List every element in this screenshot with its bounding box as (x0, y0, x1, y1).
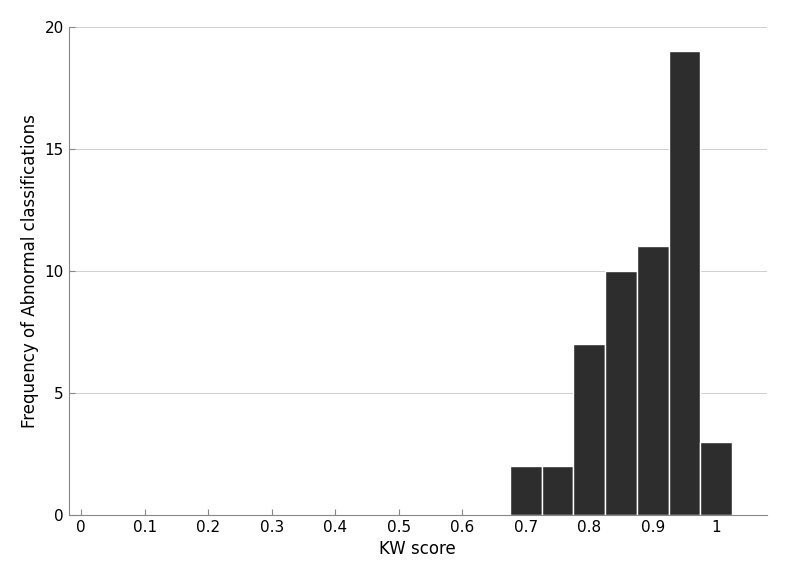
Bar (701, 442, 732, 515)
Bar (574, 344, 605, 515)
Bar (637, 247, 669, 515)
Y-axis label: Frequency of Abnormal classifications: Frequency of Abnormal classifications (20, 114, 39, 428)
Bar (541, 466, 574, 515)
X-axis label: KW score: KW score (380, 540, 456, 558)
Bar (510, 466, 541, 515)
Bar (605, 271, 637, 515)
Bar (669, 51, 701, 515)
